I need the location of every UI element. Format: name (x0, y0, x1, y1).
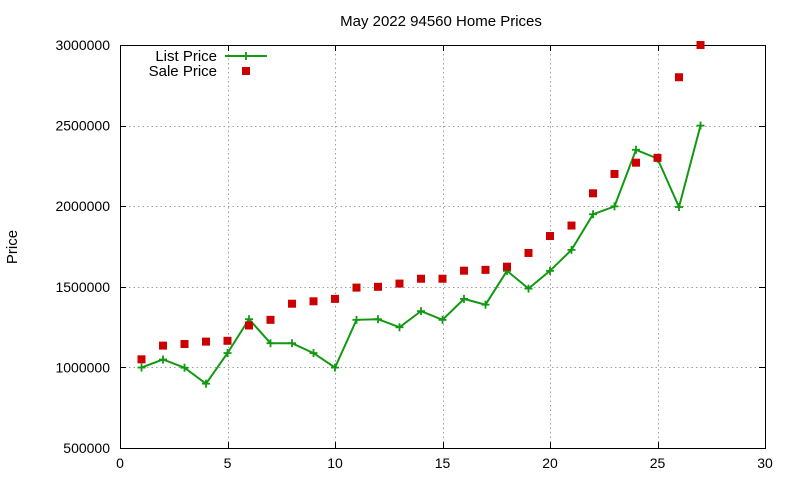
sale-price-point (180, 340, 189, 349)
x-tick-label: 25 (650, 455, 666, 471)
sale-price-point (589, 189, 597, 198)
y-tick-label: 1000000 (55, 359, 110, 375)
legend-marker-sale-price (242, 67, 250, 75)
y-tick-label: 3000000 (55, 37, 110, 53)
list-price-point (696, 121, 705, 130)
sale-price-point (159, 341, 167, 350)
legend: List Price Sale Price (149, 48, 267, 80)
list-price-point (331, 363, 339, 372)
list-price-point (266, 339, 275, 348)
sale-price-point (288, 299, 296, 308)
sale-price-point (223, 336, 232, 345)
list-price-point (417, 307, 425, 316)
x-tick-label: 30 (757, 455, 773, 471)
sale-price-point (331, 294, 339, 303)
sale-price-point (632, 158, 640, 167)
y-tick-label: 500000 (63, 440, 110, 456)
list-price-point (610, 202, 619, 211)
sale-price-point (546, 232, 554, 241)
plot-frame (120, 45, 766, 449)
list-price-point (546, 266, 554, 275)
sale-price-point (653, 153, 662, 162)
sale-price-point (137, 355, 146, 364)
y-tick-label: 2500000 (55, 118, 110, 134)
sale-price-point (503, 262, 511, 271)
chart-title: May 2022 94560 Home Prices (340, 13, 542, 30)
list-price-point (223, 349, 232, 358)
legend-label-list-price: List Price (155, 48, 217, 65)
legend-marker-list-price (242, 52, 250, 60)
sale-price-point (417, 274, 425, 283)
sale-price-point (524, 248, 533, 257)
sale-price-point (395, 279, 404, 288)
list-price-point (438, 315, 447, 324)
list-price-point (309, 349, 318, 358)
x-tick-label: 10 (327, 455, 343, 471)
legend-label-sale-price: Sale Price (149, 63, 217, 80)
sale-price-point (438, 274, 447, 283)
x-tick-label: 5 (224, 455, 232, 471)
sale-price-point (481, 265, 490, 274)
list-price-point (352, 315, 361, 324)
list-price-point (137, 363, 146, 372)
x-tick-label: 0 (116, 455, 124, 471)
list-price-point (202, 379, 210, 388)
series (137, 41, 705, 388)
list-price-point (481, 300, 490, 309)
sale-price-point (309, 297, 318, 306)
sale-price-point (266, 315, 275, 324)
list-price-point (460, 294, 468, 303)
list-price-point (180, 363, 189, 372)
y-axis-label: Price (4, 230, 21, 264)
list-price-point (159, 355, 167, 364)
sale-price-point (202, 337, 210, 346)
x-tick-label: 15 (435, 455, 451, 471)
x-tick-label: 20 (542, 455, 558, 471)
sale-price-point (374, 282, 382, 291)
sale-price-point (675, 73, 683, 82)
sale-price-point (610, 169, 619, 178)
sale-price-point (245, 321, 253, 330)
y-tick-label: 1500000 (55, 279, 110, 295)
sale-price-point (696, 41, 705, 49)
list-price-point (524, 284, 533, 293)
list-price-point (374, 315, 382, 324)
sale-price-point (567, 221, 576, 230)
sale-price-point (352, 283, 361, 292)
list-price-point (567, 245, 576, 254)
list-price-point (395, 323, 404, 332)
list-price-point (589, 210, 597, 219)
list-price-point (288, 339, 296, 348)
list-price-point (675, 203, 683, 212)
sale-price-point (460, 266, 468, 275)
y-tick-label: 2000000 (55, 198, 110, 214)
list-price-point (632, 145, 640, 154)
